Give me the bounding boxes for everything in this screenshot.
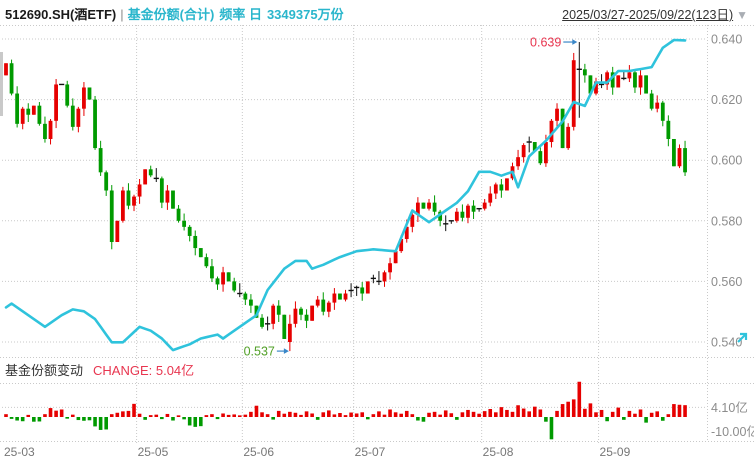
volume-pane-header: 基金份额变动 CHANGE: 5.04亿 [5,360,194,379]
svg-text:0.537: 0.537 [244,345,275,359]
svg-text:25-06: 25-06 [243,445,274,459]
shares-line [4,38,687,352]
left-scroll-handle[interactable] [0,52,3,116]
svg-text:0.620: 0.620 [711,93,742,107]
volume-pane-title: 基金份额变动 [5,363,84,378]
svg-text:0.639: 0.639 [530,36,561,50]
svg-text:0.600: 0.600 [711,154,742,168]
shares-value: 3349375万份 [266,7,344,22]
svg-text:25-09: 25-09 [600,445,631,459]
price-axis-labels: 0.640 0.620 0.600 0.580 0.560 0.540 [711,33,742,350]
chart-header: 512690.SH(酒ETF) | 基金份额(合计) 频率 日 3349375万份 20… [0,0,754,24]
chevron-down-icon[interactable]: ▼ [736,8,748,22]
svg-text:25-03: 25-03 [4,445,35,459]
annotation-high: 0.639 [530,36,578,50]
expand-icon[interactable] [734,328,752,346]
x-axis-labels: 25-03 25-05 25-06 25-07 25-08 25-09 [4,445,631,459]
svg-text:0.560: 0.560 [711,275,742,289]
svg-text:25-05: 25-05 [138,445,169,459]
change-value: CHANGE: 5.04亿 [93,363,195,378]
svg-text:25-07: 25-07 [355,445,386,459]
svg-text:0.640: 0.640 [711,33,742,47]
date-range-selector[interactable]: 2025/03/27-2025/09/22(123日) ▼ [562,4,748,23]
svg-text:25-08: 25-08 [483,445,514,459]
svg-text:0.580: 0.580 [711,214,742,228]
candles [4,42,687,352]
svg-text:4.10亿: 4.10亿 [711,400,748,415]
svg-text:0.540: 0.540 [711,336,742,350]
date-range-text[interactable]: 2025/03/27-2025/09/22(123日) [562,8,734,22]
volume-bars [4,381,687,440]
volume-axis-labels: 4.10亿 -10.00亿 [711,400,754,439]
share-line [4,38,687,352]
gridlines [0,25,754,444]
annotation-low: 0.537 [244,345,289,359]
title-separator: | [120,7,124,22]
chart-title: 512690.SH(酒ETF) | 基金份额(合计) 频率 日 3349375万份 [5,4,349,23]
instrument-name: 512690.SH(酒ETF) [5,7,117,22]
series-name: 基金份额(合计) [127,7,215,22]
svg-text:-10.00亿: -10.00亿 [711,424,754,439]
frequency-label: 频率 日 [219,7,262,22]
